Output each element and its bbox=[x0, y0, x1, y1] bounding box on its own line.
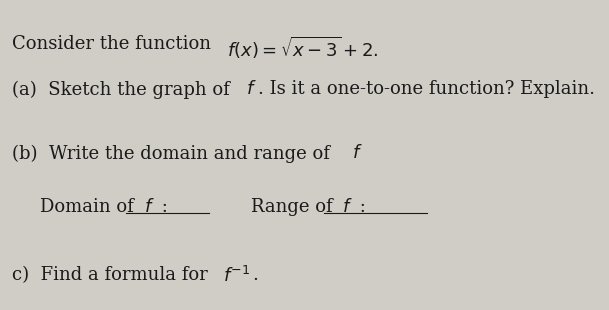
Text: . Is it a one-to-one function? Explain.: . Is it a one-to-one function? Explain. bbox=[258, 80, 594, 98]
Text: $f^{-1}$: $f^{-1}$ bbox=[224, 266, 250, 286]
Text: (b)  Write the domain and range of: (b) Write the domain and range of bbox=[12, 144, 336, 162]
Text: Domain of: Domain of bbox=[40, 197, 139, 216]
Text: :: : bbox=[354, 197, 371, 216]
Text: $f$: $f$ bbox=[247, 80, 257, 98]
Text: c)  Find a formula for: c) Find a formula for bbox=[12, 266, 213, 284]
Text: $f$: $f$ bbox=[342, 197, 353, 216]
Text: $f(x) = \sqrt{x-3}+2.$: $f(x) = \sqrt{x-3}+2.$ bbox=[227, 35, 378, 61]
Text: Range of: Range of bbox=[251, 197, 338, 216]
Text: .: . bbox=[252, 266, 258, 284]
Text: :: : bbox=[156, 197, 173, 216]
Text: $f$: $f$ bbox=[144, 197, 155, 216]
Text: (a)  Sketch the graph of: (a) Sketch the graph of bbox=[12, 80, 235, 99]
Text: $f$: $f$ bbox=[351, 144, 362, 162]
Text: Consider the function: Consider the function bbox=[12, 35, 216, 53]
